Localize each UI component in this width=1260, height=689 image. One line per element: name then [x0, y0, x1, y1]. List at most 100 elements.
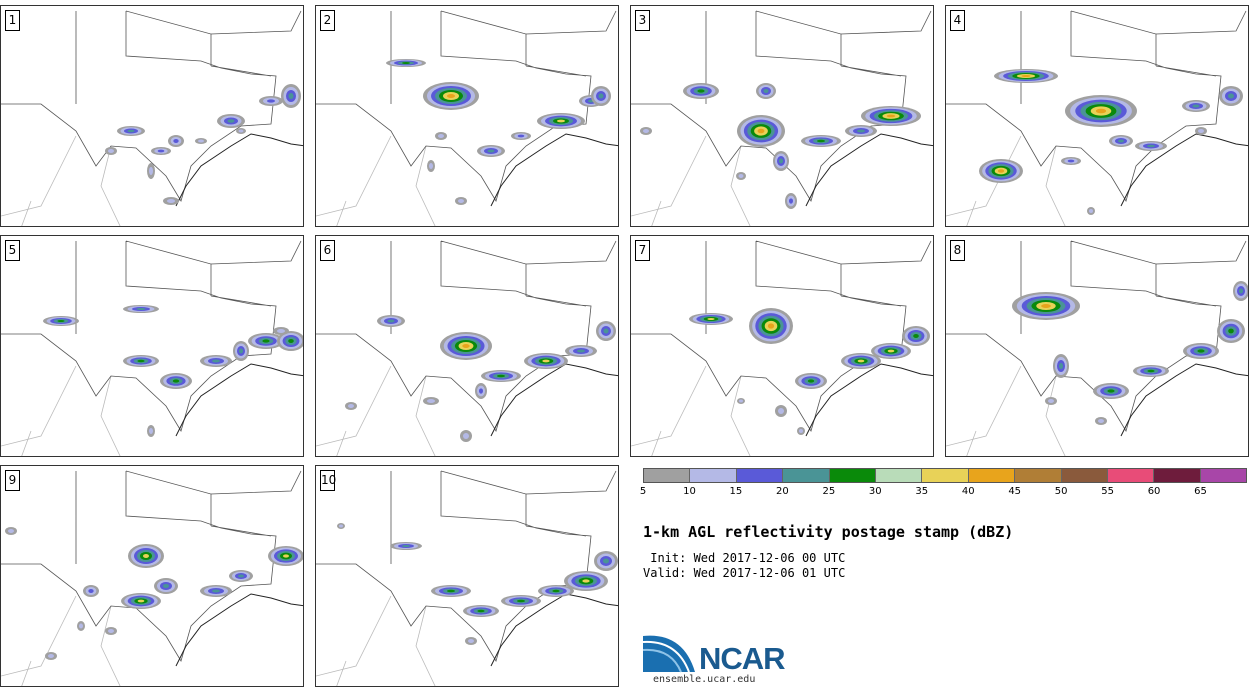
echo-7-5 [902, 326, 930, 346]
echo-3-7 [785, 193, 797, 209]
echo-4-2 [1109, 135, 1133, 147]
colorbar-segment [736, 469, 784, 482]
echo-3-1 [756, 83, 776, 99]
echo-4-3 [1135, 141, 1167, 151]
echo-7-7 [797, 427, 805, 435]
panel-label: 8 [950, 240, 965, 261]
stamp-panel-6: 6 [315, 235, 619, 457]
echo-3-3 [773, 151, 789, 171]
echo-7-4 [871, 343, 911, 359]
echo-8-1 [1053, 354, 1069, 378]
colorbar-segment [875, 469, 923, 482]
panel-label: 6 [320, 240, 335, 261]
state-boundaries [316, 240, 617, 432]
echo-9-7 [45, 652, 57, 660]
colorbar-tick: 55 [1101, 486, 1114, 497]
echo-7-0 [689, 313, 733, 325]
map-7 [631, 240, 933, 456]
echo-10-6 [594, 551, 618, 571]
echo-6-4 [524, 353, 568, 369]
echo-5-1 [123, 305, 159, 313]
echo-6-3 [481, 370, 521, 382]
echo-5-7 [277, 331, 303, 351]
echo-10-1 [431, 585, 471, 597]
coastline [1120, 363, 1248, 437]
colorbar-tick: 60 [1147, 486, 1161, 497]
colorbar-segment [1061, 469, 1108, 482]
echo-4-0 [994, 69, 1058, 83]
colorbar-tick: 30 [868, 486, 882, 497]
echo-1-0 [117, 126, 145, 136]
echo-3-4 [801, 135, 841, 147]
stamp-panel-4: 4 [945, 5, 1249, 227]
colorbar-segment [1154, 469, 1201, 482]
colorbar-tick: 10 [683, 486, 696, 497]
state-boundaries [316, 10, 617, 202]
colorbar-segment [968, 469, 1016, 482]
map-3 [631, 10, 933, 226]
echo-10-0 [390, 542, 422, 550]
colorbar-tick: 35 [915, 486, 929, 497]
colorbar-segment [1107, 469, 1155, 482]
echo-2-1 [423, 82, 479, 110]
panel-label: 10 [320, 470, 336, 491]
colorbar-tick: 20 [776, 486, 789, 497]
coastline [805, 363, 933, 437]
echo-6-6 [596, 321, 616, 341]
mexico-boundaries [1, 135, 121, 226]
coastline [805, 133, 933, 207]
state-boundaries [1, 240, 302, 432]
echo-2-9 [427, 160, 435, 172]
state-boundaries [946, 240, 1247, 432]
echo-3-9 [640, 127, 652, 135]
ncar-logo-text: NCAR [699, 641, 786, 676]
state-boundaries [316, 470, 617, 662]
colorbar-tick: 15 [729, 486, 743, 497]
echo-4-9 [1195, 127, 1207, 135]
echo-10-3 [501, 595, 541, 607]
colorbar-tick: 65 [1194, 486, 1207, 497]
coastline [1120, 133, 1248, 207]
panel-label: 4 [950, 10, 965, 31]
echo-10-4 [538, 585, 574, 597]
echo-3-0 [683, 83, 719, 99]
colorbar-tick: 25 [822, 486, 836, 497]
ncar-logo-icon [643, 635, 695, 673]
echo-6-2 [475, 383, 487, 399]
echo-4-5 [1219, 86, 1243, 106]
echo-5-0 [43, 316, 79, 326]
echo-1-8 [105, 147, 117, 155]
coastline [490, 133, 618, 207]
mexico-boundaries [1, 595, 121, 686]
stamp-panel-9: 9 [0, 465, 304, 687]
echo-5-2 [123, 355, 159, 367]
echo-8-3 [1133, 365, 1169, 377]
valid-time: Valid: Wed 2017-12-06 01 UTC [643, 566, 846, 580]
echo-4-1 [1065, 95, 1137, 127]
state-boundaries [946, 10, 1247, 202]
echo-9-8 [105, 627, 117, 635]
panel-label: 5 [5, 240, 20, 261]
map-5 [1, 240, 303, 456]
echo-10-7 [465, 637, 477, 645]
echo-4-8 [1087, 207, 1095, 215]
mexico-boundaries [1, 365, 121, 456]
map-8 [946, 240, 1248, 456]
echo-3-2 [737, 115, 785, 147]
echo-4-6 [979, 159, 1023, 183]
echo-9-0 [128, 544, 164, 568]
echo-5-5 [233, 341, 249, 361]
echo-1-2 [168, 135, 184, 147]
coastline [175, 363, 303, 437]
stamp-panel-7: 7 [630, 235, 934, 457]
reflectivity-colorbar [643, 468, 1247, 483]
echo-3-8 [736, 172, 746, 180]
map-1 [1, 10, 303, 226]
echo-5-4 [200, 355, 232, 367]
echo-1-9 [236, 128, 246, 134]
echo-8-0 [1012, 292, 1080, 320]
echo-8-8 [1095, 417, 1107, 425]
state-boundaries [1, 10, 302, 202]
echo-7-6 [775, 405, 787, 417]
echo-7-1 [749, 308, 793, 344]
